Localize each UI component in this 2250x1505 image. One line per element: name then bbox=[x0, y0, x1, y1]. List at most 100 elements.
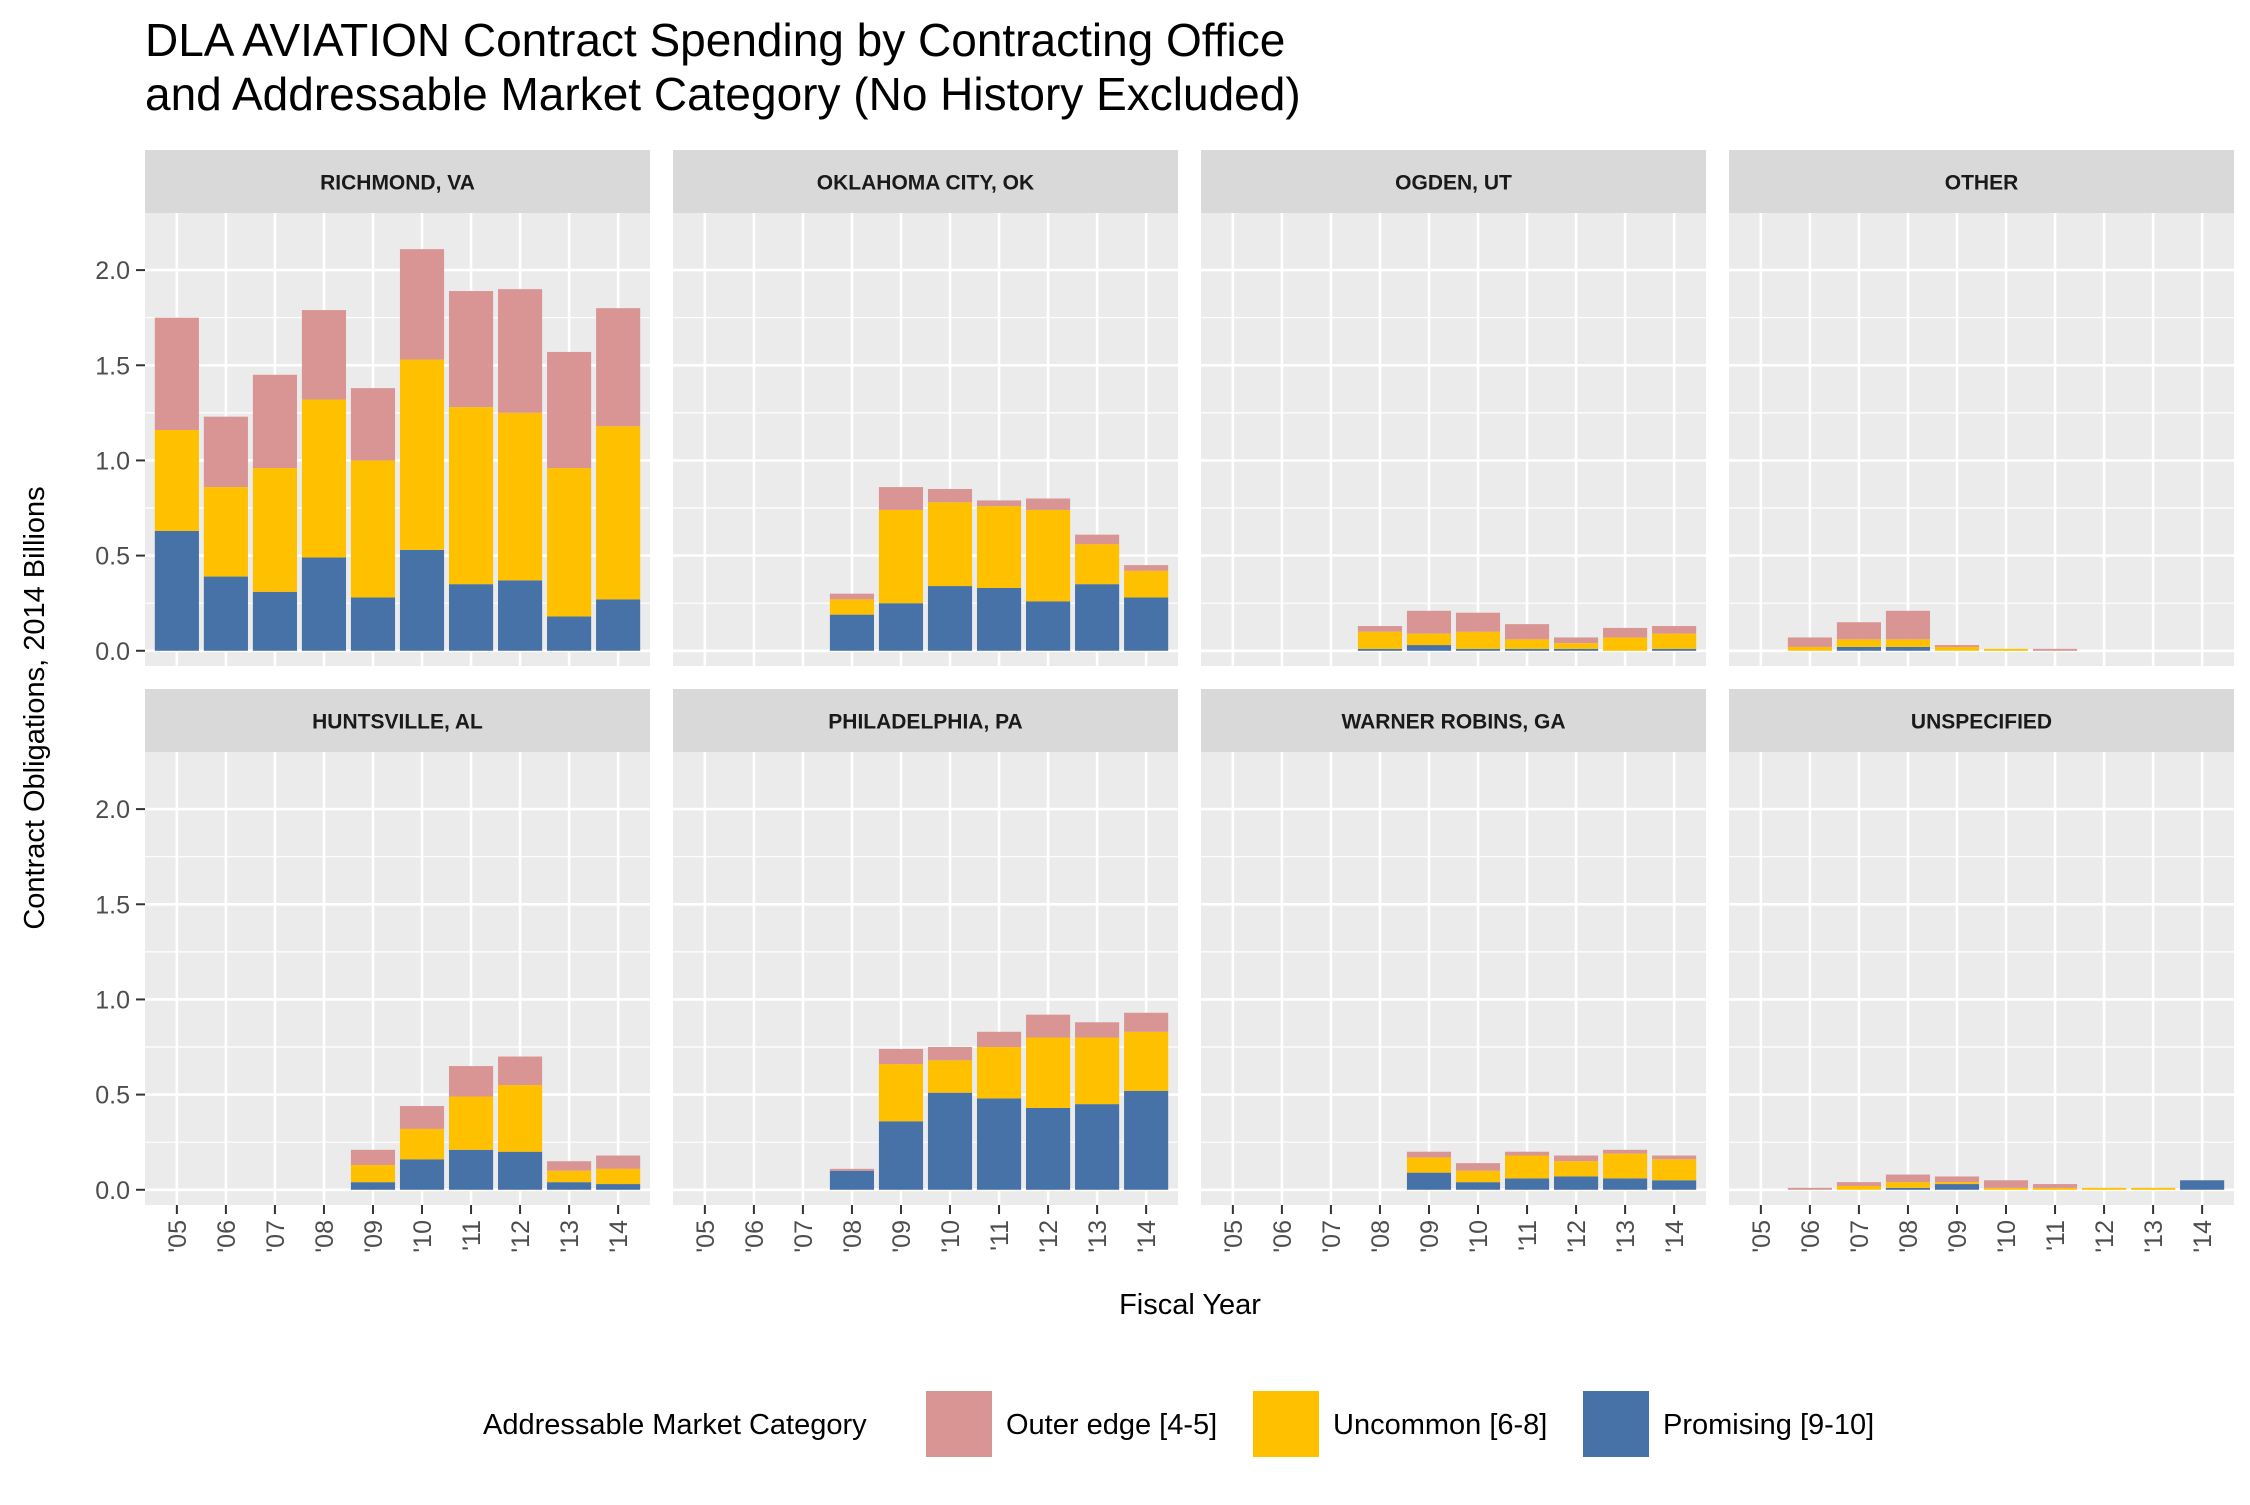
x-tick-label: '13 bbox=[556, 1220, 584, 1253]
bar-segment bbox=[1504, 1151, 1550, 1156]
chart-title-line: DLA AVIATION Contract Spending by Contra… bbox=[145, 14, 1285, 66]
bar-segment bbox=[829, 593, 875, 600]
bar-segment bbox=[878, 1048, 924, 1065]
y-tick-label: 2.0 bbox=[95, 796, 130, 824]
legend-swatch bbox=[1253, 1391, 1319, 1457]
bar-segment bbox=[399, 249, 445, 360]
bar-segment bbox=[547, 616, 592, 651]
bar-segment bbox=[350, 597, 396, 651]
bar-segment bbox=[1075, 584, 1120, 651]
facet-strip bbox=[145, 150, 650, 213]
bar-segment bbox=[976, 1047, 1022, 1099]
bar-segment bbox=[2131, 1187, 2176, 1190]
bar-segment bbox=[1787, 1187, 1832, 1190]
bar-segment bbox=[1075, 1022, 1120, 1038]
bar-segment bbox=[1836, 1182, 1881, 1186]
bar-segment bbox=[1124, 565, 1169, 571]
facet-strip bbox=[1729, 689, 2234, 752]
x-tick-label: '07 bbox=[1318, 1220, 1346, 1253]
bar-segment bbox=[596, 1184, 641, 1190]
bar-segment bbox=[1885, 1187, 1931, 1190]
bar-segment bbox=[448, 584, 494, 651]
bar-segment bbox=[1075, 1104, 1120, 1190]
bar-segment bbox=[596, 308, 641, 427]
bar-segment bbox=[1554, 1176, 1599, 1190]
y-tick-label: 0.5 bbox=[95, 1082, 130, 1110]
x-tick-label: '07 bbox=[790, 1220, 818, 1253]
legend-label: Uncommon [6-8] bbox=[1333, 1409, 1547, 1441]
bar-segment bbox=[1504, 639, 1550, 649]
y-tick-label: 1.5 bbox=[95, 352, 130, 380]
bar-segment bbox=[547, 1182, 592, 1190]
x-tick-label: '06 bbox=[741, 1220, 769, 1253]
bar-segment bbox=[154, 429, 199, 531]
facet-strip bbox=[1201, 150, 1706, 213]
legend-label: Promising [9-10] bbox=[1663, 1409, 1874, 1441]
bar-segment bbox=[976, 506, 1022, 588]
bar-segment bbox=[1603, 627, 1648, 638]
bar-segment bbox=[1885, 646, 1931, 651]
bar-segment bbox=[350, 460, 396, 598]
bar-segment bbox=[547, 1161, 592, 1171]
bar-segment bbox=[350, 1165, 396, 1183]
bar-segment bbox=[1603, 637, 1648, 651]
bar-segment bbox=[976, 1031, 1022, 1048]
x-tick-label: '12 bbox=[1563, 1220, 1591, 1253]
bar-segment bbox=[1934, 1184, 1980, 1190]
bar-segment bbox=[1885, 610, 1931, 640]
bar-segment bbox=[399, 549, 445, 651]
y-tick-label: 0.0 bbox=[95, 1177, 130, 1205]
facet-label: OTHER bbox=[1945, 172, 2019, 195]
bar-segment bbox=[1124, 1031, 1169, 1091]
bar-segment bbox=[829, 614, 875, 651]
bar-segment bbox=[2032, 1187, 2078, 1190]
bar-segment bbox=[927, 502, 973, 587]
bar-segment bbox=[1554, 637, 1599, 644]
bar-segment bbox=[1603, 1149, 1648, 1154]
bar-segment bbox=[1504, 1178, 1550, 1190]
x-tick-label: '10 bbox=[1993, 1220, 2021, 1253]
bar-segment bbox=[1357, 626, 1403, 632]
bar-segment bbox=[1075, 544, 1120, 585]
bar-segment bbox=[596, 599, 641, 651]
bar-segment bbox=[878, 487, 924, 510]
panel-background bbox=[145, 752, 650, 1205]
bar-segment bbox=[252, 374, 297, 469]
facet-label: HUNTSVILLE, AL bbox=[312, 711, 483, 734]
bar-segment bbox=[498, 1151, 543, 1190]
x-tick-label: '09 bbox=[1944, 1220, 1972, 1253]
bar-segment bbox=[1934, 1176, 1980, 1183]
x-tick-label: '10 bbox=[1465, 1220, 1493, 1253]
bar-segment bbox=[498, 1056, 543, 1086]
bar-segment bbox=[1983, 648, 2029, 651]
bar-segment bbox=[301, 399, 347, 558]
bar-segment bbox=[1406, 1151, 1452, 1158]
bar-segment bbox=[1504, 624, 1550, 640]
x-tick-label: '05 bbox=[1220, 1220, 1248, 1253]
bar-segment bbox=[1124, 1090, 1169, 1190]
x-tick-label: '13 bbox=[2140, 1220, 2168, 1253]
bar-segment bbox=[399, 359, 445, 550]
bar-segment bbox=[1406, 1172, 1452, 1190]
bar-segment bbox=[1455, 1170, 1501, 1183]
bar-segment bbox=[1455, 648, 1501, 651]
bar-segment bbox=[448, 1066, 494, 1097]
y-tick-label: 0.5 bbox=[95, 543, 130, 571]
panel-background bbox=[1729, 213, 2234, 666]
bar-segment bbox=[1885, 639, 1931, 647]
x-tick-label: '08 bbox=[1367, 1220, 1395, 1253]
bar-segment bbox=[1406, 633, 1452, 646]
bar-segment bbox=[1652, 633, 1697, 649]
bar-segment bbox=[1652, 626, 1697, 634]
bar-segment bbox=[498, 412, 543, 581]
bar-segment bbox=[1026, 509, 1071, 602]
bar-segment bbox=[448, 407, 494, 585]
bar-segment bbox=[1885, 1174, 1931, 1183]
bar-segment bbox=[1983, 1180, 2029, 1188]
bar-segment bbox=[1836, 639, 1881, 647]
bar-segment bbox=[829, 1168, 875, 1171]
bar-segment bbox=[927, 586, 973, 651]
bar-segment bbox=[1124, 1012, 1169, 1032]
bar-segment bbox=[2082, 1187, 2127, 1190]
